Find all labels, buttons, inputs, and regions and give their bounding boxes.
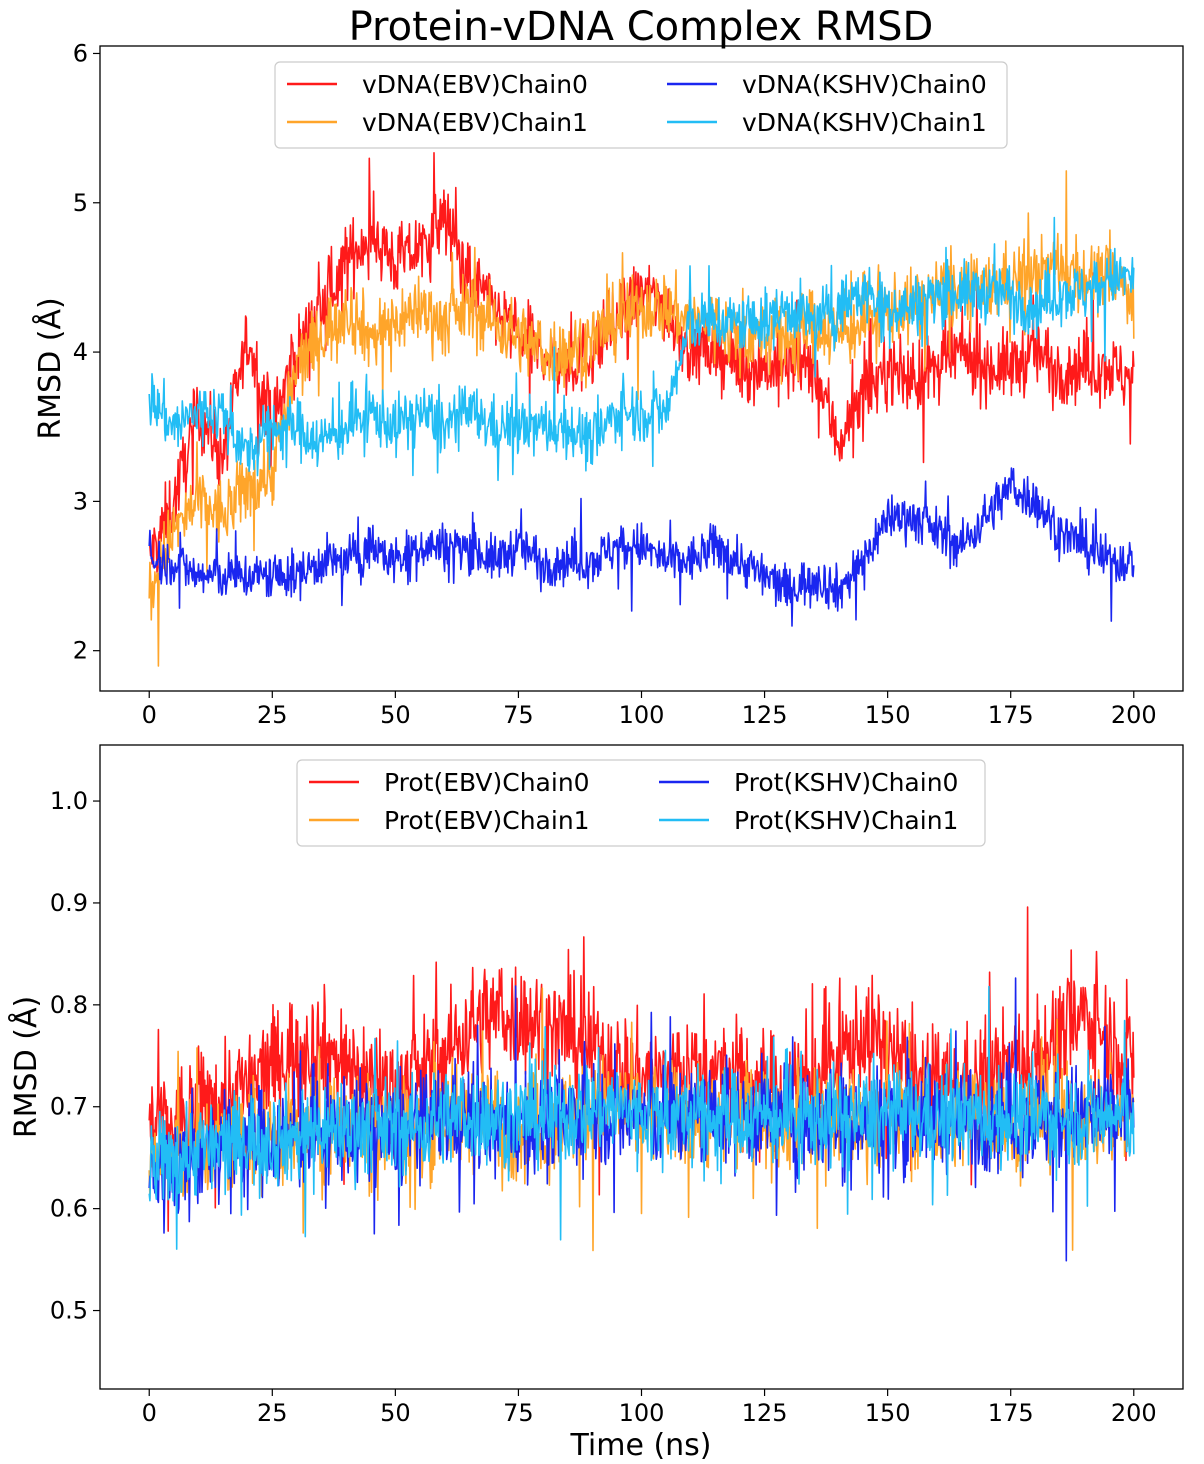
- x-tick-label: 125: [742, 701, 788, 729]
- legend-label-0: Prot(EBV)Chain0: [384, 768, 590, 797]
- x-tick-label: 75: [503, 1399, 534, 1427]
- x-tick-label: 175: [988, 1399, 1034, 1427]
- figure-title: Protein-vDNA Complex RMSD: [349, 4, 934, 50]
- y-tick-label: 0.9: [50, 889, 88, 917]
- vdna-rmsd-panel: 0 25 50 75 100 125 150 175 200 2 3 4 5 6 RMSD (Å) vDNA(…: [32, 39, 1184, 729]
- y-axis-label: RMSD (Å): [32, 297, 68, 439]
- x-tick-label: 25: [257, 701, 288, 729]
- y-tick-label: 6: [73, 39, 88, 67]
- y-tick-label: 0.7: [50, 1093, 88, 1121]
- protein-rmsd-panel: 0 25 50 75 100 125 150 175 200 0.5 0.6 0.7 0.8 0.9 1.0…: [8, 744, 1184, 1427]
- x-tick-label: 25: [257, 1399, 288, 1427]
- x-tick-label: 200: [1111, 1399, 1157, 1427]
- legend-label-1: Prot(EBV)Chain1: [384, 806, 590, 835]
- x-tick-label: 50: [380, 1399, 411, 1427]
- legend-label-1: vDNA(EBV)Chain1: [362, 108, 588, 137]
- series-line-3: [148, 985, 1135, 1250]
- y-tick-label: 2: [73, 637, 88, 665]
- y-tick-label: 0.5: [50, 1297, 88, 1325]
- x-tick-label: 175: [988, 701, 1034, 729]
- x-tick-label: 100: [619, 1399, 665, 1427]
- legend-label-2: Prot(KSHV)Chain0: [734, 768, 958, 797]
- x-tick-label: 75: [503, 701, 534, 729]
- legend-label-2: vDNA(KSHV)Chain0: [742, 70, 987, 99]
- x-tick-label: 50: [380, 701, 411, 729]
- y-axis-label: RMSD (Å): [8, 996, 44, 1138]
- legend-label-3: Prot(KSHV)Chain1: [734, 806, 958, 835]
- y-tick-label: 4: [73, 338, 88, 366]
- series-line-2: [148, 467, 1135, 627]
- legend-label-0: vDNA(EBV)Chain0: [362, 70, 588, 99]
- legend-box: [274, 61, 1008, 149]
- x-axis-label: Time (ns): [569, 1428, 711, 1463]
- x-tick-label: 150: [865, 1399, 911, 1427]
- series-line-3: [148, 216, 1135, 482]
- x-tick-label: 0: [142, 701, 157, 729]
- y-tick-label: 0.6: [50, 1195, 88, 1223]
- x-tick-label: 200: [1111, 701, 1157, 729]
- x-tick-label: 0: [142, 1399, 157, 1427]
- legend-box: [296, 759, 986, 847]
- y-tick-label: 0.8: [50, 991, 88, 1019]
- legend-label-3: vDNA(KSHV)Chain1: [742, 108, 987, 137]
- x-tick-label: 100: [619, 701, 665, 729]
- x-tick-label: 125: [742, 1399, 788, 1427]
- y-tick-label: 3: [73, 487, 88, 515]
- x-tick-label: 150: [865, 701, 911, 729]
- y-tick-label: 5: [73, 189, 88, 217]
- y-tick-label: 1.0: [50, 787, 88, 815]
